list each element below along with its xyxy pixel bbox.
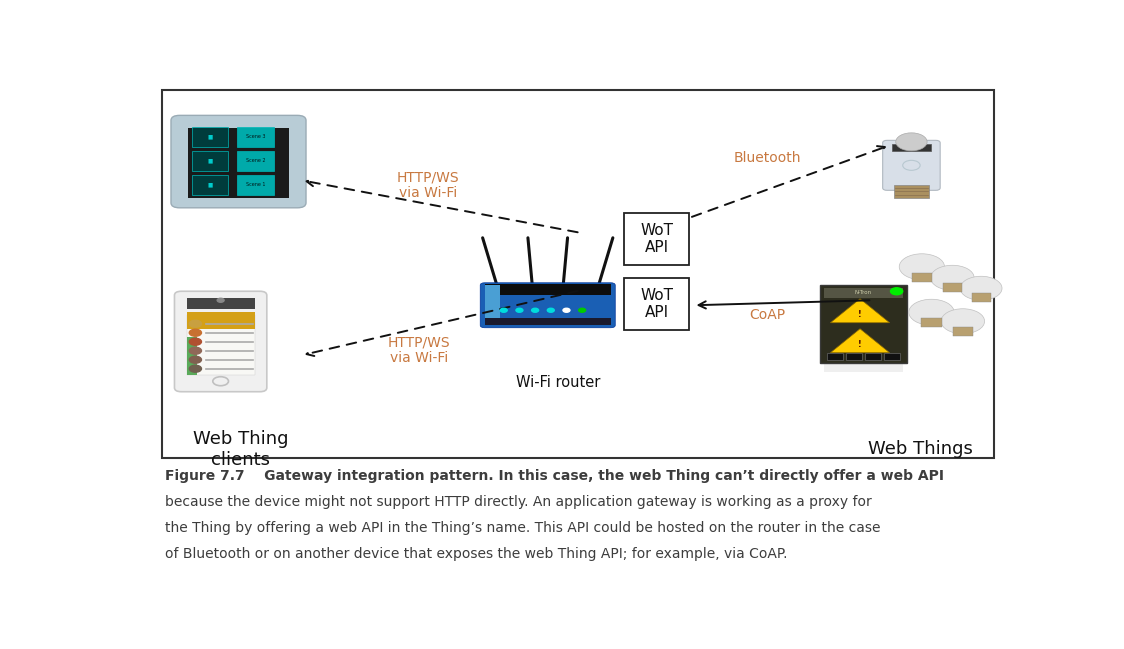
Circle shape	[217, 299, 224, 302]
FancyBboxPatch shape	[237, 175, 274, 195]
Text: CoAP: CoAP	[750, 308, 786, 323]
FancyBboxPatch shape	[237, 151, 274, 171]
Text: ■: ■	[208, 134, 212, 140]
Circle shape	[189, 365, 201, 373]
FancyBboxPatch shape	[187, 312, 255, 329]
Text: ■: ■	[208, 158, 212, 164]
FancyBboxPatch shape	[480, 283, 615, 328]
FancyBboxPatch shape	[189, 128, 289, 198]
Polygon shape	[831, 299, 889, 323]
FancyBboxPatch shape	[187, 337, 197, 374]
FancyBboxPatch shape	[972, 293, 990, 302]
FancyBboxPatch shape	[484, 318, 611, 325]
FancyBboxPatch shape	[821, 286, 907, 363]
FancyBboxPatch shape	[192, 151, 228, 171]
Text: WoT
API: WoT API	[641, 223, 673, 255]
Circle shape	[516, 308, 523, 312]
Text: Bluetooth: Bluetooth	[734, 151, 801, 165]
FancyBboxPatch shape	[484, 286, 500, 325]
Text: Scene 1: Scene 1	[246, 182, 265, 188]
FancyBboxPatch shape	[824, 288, 903, 298]
Circle shape	[899, 254, 944, 280]
FancyBboxPatch shape	[885, 353, 900, 360]
FancyBboxPatch shape	[943, 283, 962, 292]
Circle shape	[547, 308, 554, 312]
Text: because the device might not support HTTP directly. An application gateway is wo: because the device might not support HTT…	[165, 495, 871, 509]
FancyBboxPatch shape	[824, 363, 903, 372]
Text: of Bluetooth or on another device that exposes the web Thing API; for example, v: of Bluetooth or on another device that e…	[165, 546, 788, 561]
Circle shape	[189, 347, 201, 354]
Polygon shape	[831, 329, 889, 353]
Text: !: !	[859, 340, 862, 349]
FancyBboxPatch shape	[187, 299, 255, 310]
FancyBboxPatch shape	[192, 127, 228, 147]
FancyBboxPatch shape	[865, 353, 881, 360]
Circle shape	[896, 133, 927, 151]
Text: Figure 7.7    Gateway integration pattern. In this case, the web Thing can’t dir: Figure 7.7 Gateway integration pattern. …	[165, 469, 944, 483]
Circle shape	[189, 329, 201, 336]
FancyBboxPatch shape	[912, 273, 932, 282]
Text: Web Things: Web Things	[868, 440, 972, 458]
Text: ■: ■	[208, 182, 212, 188]
Circle shape	[563, 308, 570, 312]
FancyBboxPatch shape	[892, 144, 931, 151]
Text: Scene 3: Scene 3	[246, 134, 265, 140]
Text: !: !	[859, 310, 862, 319]
Text: N-Tron: N-Tron	[855, 290, 872, 295]
Text: Web Thing
clients: Web Thing clients	[193, 430, 289, 469]
FancyBboxPatch shape	[484, 284, 611, 295]
Circle shape	[890, 288, 903, 295]
Circle shape	[189, 356, 201, 363]
FancyBboxPatch shape	[162, 90, 994, 458]
Circle shape	[579, 308, 586, 312]
Text: Scene 2: Scene 2	[246, 158, 265, 164]
Circle shape	[189, 320, 201, 327]
Text: the Thing by offering a web API in the Thing’s name. This API could be hosted on: the Thing by offering a web API in the T…	[165, 520, 880, 535]
Circle shape	[500, 308, 507, 312]
FancyBboxPatch shape	[187, 315, 255, 374]
Circle shape	[960, 276, 1001, 300]
FancyBboxPatch shape	[624, 278, 689, 330]
Text: HTTP/WS
via Wi-Fi: HTTP/WS via Wi-Fi	[397, 170, 460, 201]
FancyBboxPatch shape	[174, 291, 266, 392]
Circle shape	[931, 265, 975, 290]
Circle shape	[941, 309, 985, 334]
FancyBboxPatch shape	[882, 140, 940, 190]
FancyBboxPatch shape	[624, 213, 689, 265]
FancyBboxPatch shape	[953, 326, 972, 336]
FancyBboxPatch shape	[894, 186, 928, 198]
FancyBboxPatch shape	[237, 127, 274, 147]
Circle shape	[909, 299, 954, 325]
FancyBboxPatch shape	[827, 353, 843, 360]
FancyBboxPatch shape	[192, 175, 228, 195]
Circle shape	[189, 338, 201, 345]
FancyBboxPatch shape	[922, 318, 942, 327]
FancyBboxPatch shape	[171, 116, 306, 208]
Circle shape	[532, 308, 538, 312]
Text: Wi-Fi router: Wi-Fi router	[516, 375, 601, 390]
Text: HTTP/WS
via Wi-Fi: HTTP/WS via Wi-Fi	[388, 335, 451, 365]
Text: WoT
API: WoT API	[641, 288, 673, 320]
FancyBboxPatch shape	[846, 353, 862, 360]
